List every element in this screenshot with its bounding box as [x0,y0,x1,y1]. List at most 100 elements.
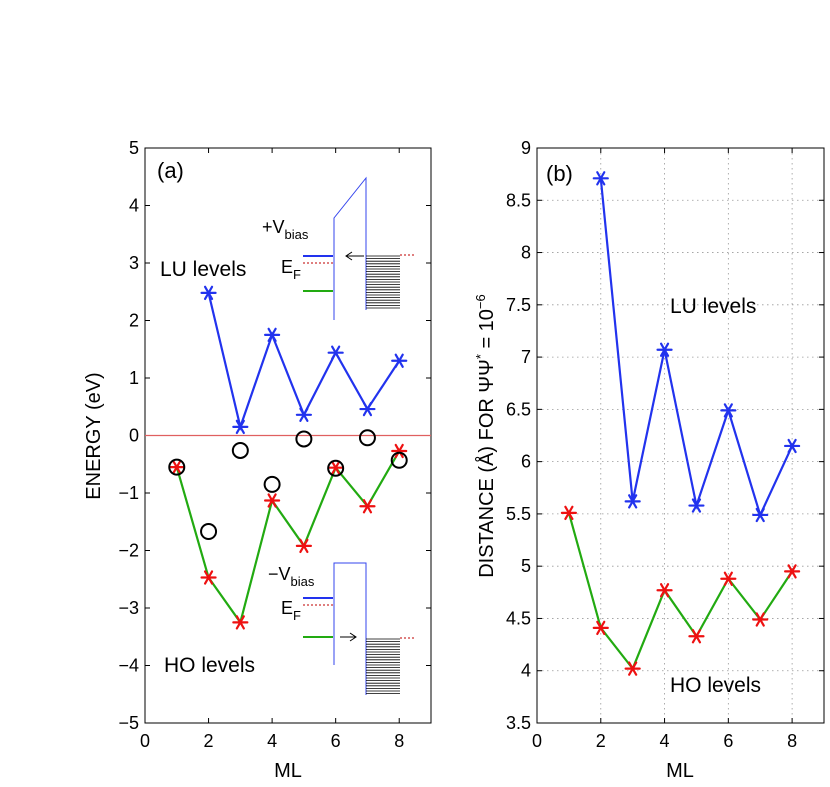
a-lu-point [359,401,376,417]
a-ytick-label: 3 [129,253,139,273]
b-ytick-label: 6 [521,452,531,472]
a-ytick-label: 5 [129,138,139,158]
b-ytick-label: 8 [521,243,531,263]
a-ho-point [359,499,376,514]
a-ytick-label: 4 [129,196,139,216]
b-ho-series-line [567,512,794,671]
inset1-bias-symbol: +Vbias [262,217,309,242]
b-ho-point [656,583,673,598]
a-ytick-label: −1 [118,483,139,503]
a-ytick-label: 2 [129,311,139,331]
b-ytick-label: 7.5 [506,295,531,315]
a-ho-point [264,493,281,508]
b-lu-point-stroke [659,342,670,357]
panel-b-ylabel: DISTANCE (Å) FOR ΨΨ* = 10−6 [473,294,498,578]
a-xtick-label: 0 [140,731,150,751]
b-lu-point [656,342,673,357]
b-lu-point-stroke [691,498,702,513]
a-xtick-label: 6 [331,731,341,751]
a-ho-point-stroke [331,460,341,475]
a-xtick-label: 4 [267,731,277,751]
a-ytick-label: −4 [118,656,139,676]
panel-b-series [560,171,801,676]
a-lu-point-stroke [362,401,373,417]
a-circle-point [295,430,313,448]
b-ytick-label: 9 [521,138,531,158]
panel-b: 0 2 4 6 8 3.5 4 4.5 5 5.5 6 6.5 7 7.5 8 8.5 9 (b) LU lev… [473,138,825,782]
a-lu-point [327,345,344,360]
b-ytick-label: 5 [521,556,531,576]
lu-levels-label-b: LU levels [670,295,756,318]
panel-a-xlabel: ML [274,760,302,782]
a-lu-point-stroke [267,327,277,343]
b-ho-point-stroke [691,629,702,644]
b-lu-point [720,403,737,418]
a-ytick-label: −3 [118,598,139,618]
panel-b-axes-box [536,147,825,724]
panel-a-series [168,285,408,630]
b-ho-point-stroke [564,505,574,521]
a-circle-point [327,459,345,477]
a-ho-point-stroke [394,443,404,459]
a-lu-point [232,419,249,435]
a-xtick-label: 2 [204,731,214,751]
a-ho-point [200,570,217,585]
b-xtick-label: 2 [596,731,606,751]
b-lu-point [752,507,769,523]
a-ho-point-stroke [203,570,214,585]
a-ho-point [327,460,344,475]
a-lu-point [295,407,312,422]
b-lu-point-stroke [596,171,606,186]
b-lu-point-stroke [787,438,797,454]
a-ho-point-stroke [267,493,277,508]
panel-a-ticks: 0 2 4 6 8 −5 −4 −3 −2 −1 0 1 2 3 4 5 [118,138,431,751]
inset2-arrow-head [349,632,357,642]
a-ytick-label: −2 [118,541,139,561]
positive-bias-inset: +Vbias EF [262,176,414,320]
a-ho-point [168,459,185,475]
inset1-fermi-symbol: EF [281,257,301,282]
a-lu-point [391,353,408,368]
b-ho-point-stroke [659,583,670,598]
b-ytick-label: 8.5 [506,190,531,210]
a-circle-point [168,458,186,476]
a-circle-point [358,429,376,447]
b-lu-point-stroke [755,507,765,523]
b-ho-point [560,505,577,521]
ho-levels-label: HO levels [164,654,255,677]
b-ytick-label: 4 [521,661,531,681]
inset2-metal-states [366,638,400,694]
panel-b-xlabel: ML [666,760,694,782]
a-lu-point-stroke [331,345,341,360]
b-ho-point [784,564,801,579]
b-ho-point [688,629,705,644]
b-xtick-label: 0 [532,731,542,751]
a-lu-point [264,327,281,343]
b-ytick-label: 7 [521,347,531,367]
negative-bias-inset: −Vbias EF [268,562,414,695]
a-xtick-label: 8 [394,731,404,751]
a-ho-point-stroke [299,538,309,554]
a-circle-point [263,475,281,493]
inset1-metal-states [366,255,400,309]
a-ho-point [295,538,312,554]
a-ho-point [391,443,408,459]
b-lu-point-stroke [628,494,638,509]
panel-b-ticks: 0 2 4 6 8 3.5 4 4.5 5 5.5 6 6.5 7 7.5 8 8.5 9 [506,138,824,751]
a-lu-point [200,285,217,301]
b-xtick-label: 6 [723,731,733,751]
b-ho-point-stroke [723,571,733,586]
ho-levels-label-b: HO levels [670,674,761,697]
b-ho-point [720,571,737,586]
b-xtick-label: 4 [660,731,670,751]
a-circle-point [231,441,249,459]
b-ho-point [624,661,641,676]
a-ho-point [232,615,249,630]
b-lu-point [688,498,705,513]
b-ho-point-stroke [755,612,765,627]
a-circle-point [200,523,218,541]
panel-b-axes-bg [537,148,824,723]
b-lu-point [784,438,801,454]
inset2-barrier [333,562,367,695]
